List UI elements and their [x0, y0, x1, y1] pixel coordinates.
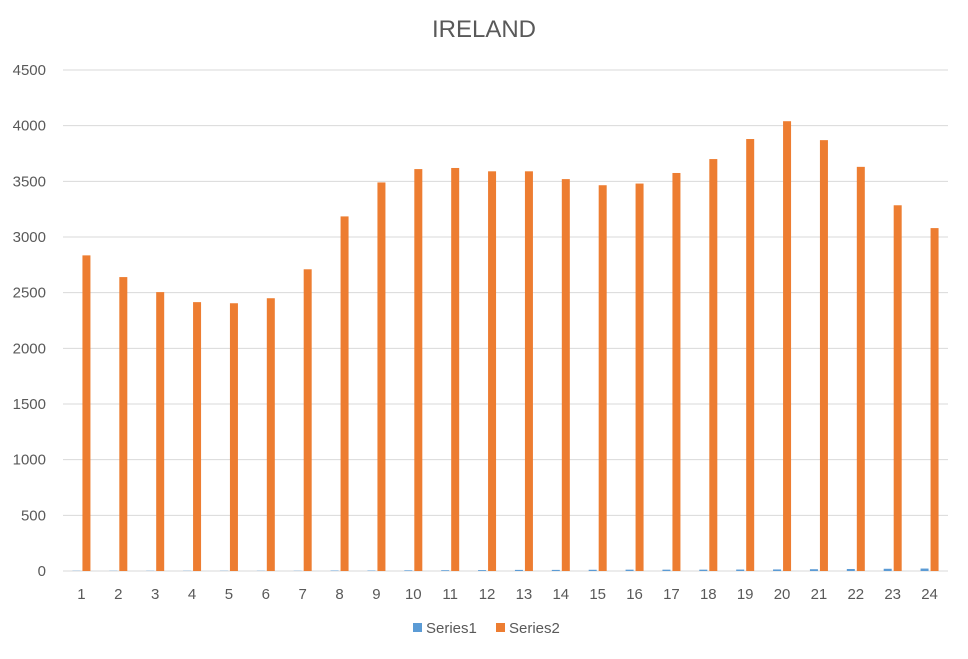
bar-series2	[635, 183, 644, 571]
bar-series2	[229, 303, 238, 571]
x-tick-label: 4	[188, 586, 196, 603]
bar-series1	[588, 569, 597, 571]
bar-series2	[82, 255, 91, 571]
bar-series2	[414, 169, 423, 571]
legend: Series1 Series2	[413, 620, 560, 637]
bar-series1	[883, 568, 892, 571]
bar-series2	[598, 185, 607, 572]
y-tick-label: 2000	[13, 340, 46, 357]
y-tick-label: 2500	[13, 285, 46, 302]
y-axis-ticks: 0 500 1000 1500 2000 2500 3000 3500 4000 4500	[13, 62, 46, 580]
legend-swatch	[496, 623, 505, 632]
bar-series1	[920, 568, 929, 571]
bar-series2	[819, 140, 828, 571]
x-tick-label: 21	[811, 586, 828, 603]
y-tick-label: 1500	[13, 396, 46, 413]
x-tick-label: 14	[552, 586, 569, 603]
bar-series2	[746, 139, 755, 571]
bar-series2	[193, 302, 202, 571]
bar-series1	[551, 569, 560, 571]
chart-title: IRELAND	[432, 16, 536, 43]
x-tick-label: 20	[774, 586, 791, 603]
bar-series2	[377, 182, 386, 572]
x-tick-label: 19	[737, 586, 754, 603]
x-tick-label: 11	[442, 586, 458, 603]
bar-series1	[699, 569, 708, 571]
bar-series2	[119, 277, 128, 571]
y-tick-label: 1000	[13, 452, 46, 469]
bar-series2	[488, 171, 497, 571]
x-tick-label: 23	[884, 586, 901, 603]
x-axis-ticks: 1 2 3 4 5 6 7 8 9 10 11 12 13 14 15 16 17 18 19 20 21 22 23 24	[77, 586, 938, 603]
bar-series2	[524, 171, 533, 571]
x-tick-label: 24	[921, 586, 938, 603]
x-tick-label: 6	[262, 586, 270, 603]
x-tick-label: 5	[225, 586, 233, 603]
x-tick-label: 10	[405, 586, 422, 603]
bar-series1	[404, 570, 413, 571]
x-tick-label: 9	[372, 586, 380, 603]
x-tick-label: 13	[516, 586, 533, 603]
bar-series2	[672, 172, 681, 571]
x-tick-label: 1	[77, 586, 85, 603]
x-tick-label: 22	[847, 586, 864, 603]
legend-label: Series2	[509, 620, 560, 637]
bar-series2	[561, 179, 570, 571]
bar-series2	[266, 298, 275, 571]
bar-series2	[451, 167, 460, 571]
x-tick-label: 7	[299, 586, 307, 603]
bar-series1	[478, 570, 487, 571]
bar-series1	[441, 570, 450, 571]
y-tick-label: 4000	[13, 118, 46, 135]
x-tick-label: 12	[479, 586, 496, 603]
bar-series2	[709, 159, 718, 572]
x-tick-label: 16	[626, 586, 643, 603]
y-tick-label: 0	[38, 563, 46, 580]
bar-series1	[809, 569, 818, 571]
x-tick-label: 18	[700, 586, 717, 603]
bar-series1	[514, 569, 523, 571]
gridlines	[63, 69, 948, 572]
y-tick-label: 3500	[13, 173, 46, 190]
bar-series2	[893, 205, 902, 571]
legend-swatch	[413, 623, 422, 632]
bar-series1	[846, 568, 855, 571]
bar-series2	[783, 121, 792, 572]
bar-series1	[625, 569, 634, 571]
bar-series2	[340, 216, 349, 572]
y-tick-label: 500	[21, 507, 46, 524]
x-tick-label: 3	[151, 586, 159, 603]
x-tick-label: 15	[589, 586, 606, 603]
bar-series2	[156, 292, 165, 571]
bar-series1	[662, 569, 671, 571]
y-tick-label: 3000	[13, 229, 46, 246]
bar-series2	[930, 228, 939, 572]
bar-series2	[856, 166, 865, 572]
y-tick-label: 4500	[13, 62, 46, 79]
bars	[72, 121, 939, 572]
x-tick-label: 2	[114, 586, 122, 603]
bar-series1	[773, 569, 782, 571]
bar-series1	[736, 569, 745, 571]
x-tick-label: 17	[663, 586, 680, 603]
legend-label: Series1	[426, 620, 477, 637]
x-tick-label: 8	[335, 586, 343, 603]
bar-series2	[303, 269, 312, 571]
